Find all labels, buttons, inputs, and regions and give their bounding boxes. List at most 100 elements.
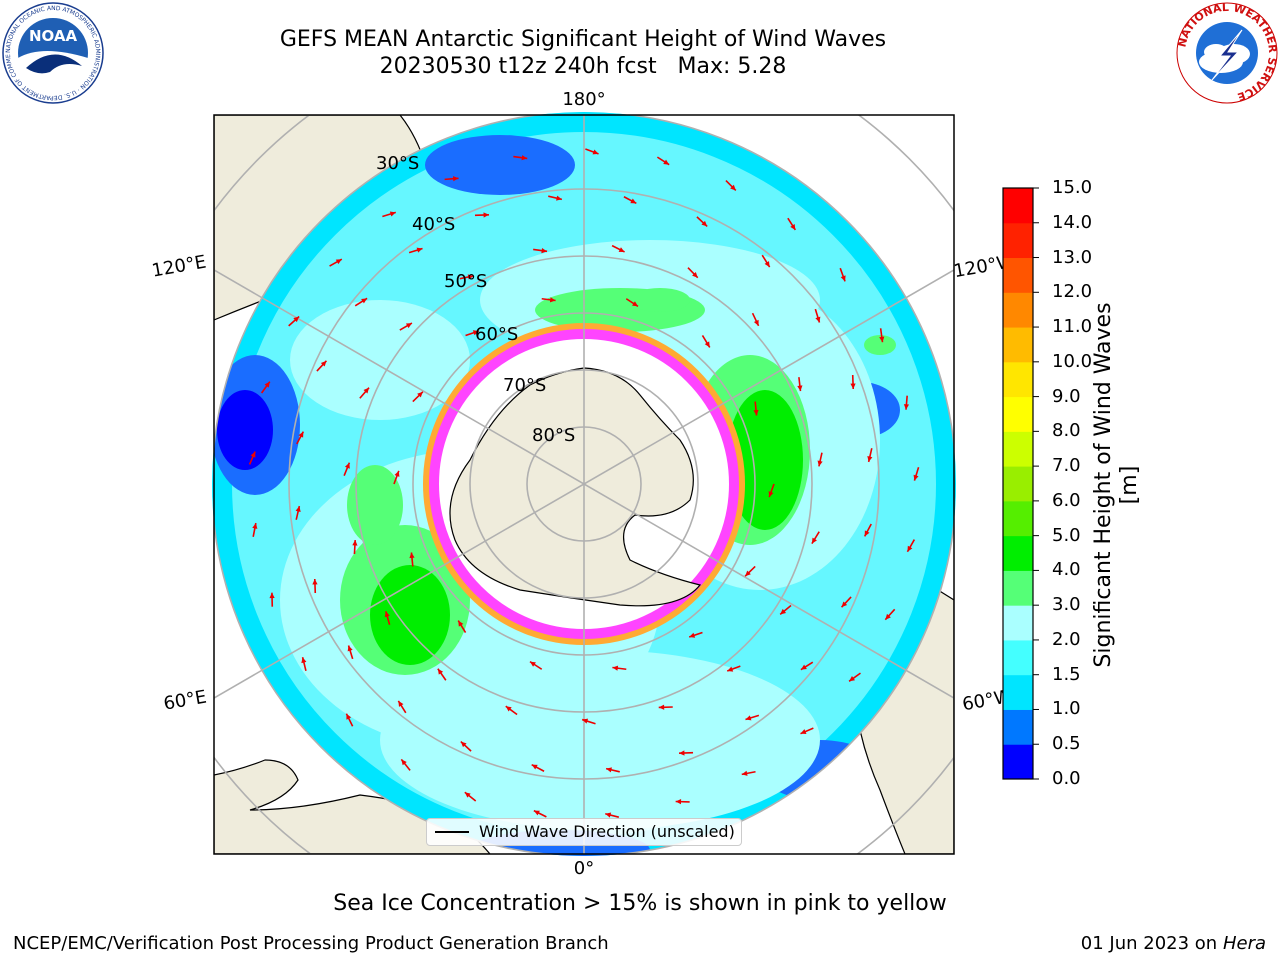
wave-direction-arrowhead	[398, 700, 404, 707]
wave-direction-arrowhead	[363, 387, 370, 394]
wave-direction-arrowhead	[437, 668, 444, 675]
lat-label-50s: 50°S	[444, 271, 487, 292]
wave-direction-arrowhead	[346, 713, 352, 720]
map-frame	[213, 114, 955, 855]
colorbar-tick: 11.0	[1052, 316, 1093, 338]
wave-direction-arrowhead	[541, 248, 548, 254]
wave-direction-arrowhead	[529, 661, 536, 667]
lon-label-60e: 60°E	[162, 686, 208, 714]
wave-direction-arrowhead	[301, 657, 307, 664]
wave-direction-arrowhead	[679, 750, 685, 756]
chart-subtitle: 20230530 t12z 240h fcst Max: 5.28	[379, 54, 787, 79]
wave-direction-arrowhead	[361, 298, 368, 304]
lat-label-60s: 60°S	[475, 324, 518, 345]
lat-label-40s: 40°S	[412, 214, 455, 235]
wave-direction-arrowhead	[556, 195, 562, 201]
colorbar-tick: 0.0	[1052, 768, 1081, 789]
wave-direction-arrowhead	[264, 381, 270, 388]
wave-direction-arrowhead	[269, 592, 275, 599]
colorbar-swatch	[1003, 327, 1033, 363]
colorbar-tick: 1.0	[1052, 698, 1081, 720]
colorbar-swatch	[1003, 292, 1033, 328]
colorbar-swatch	[1003, 605, 1033, 641]
wave-direction-arrowhead	[903, 404, 910, 410]
colorbar-swatch	[1003, 639, 1033, 676]
colorbar-swatch	[1003, 396, 1033, 432]
footer-machine: Hera	[1222, 933, 1266, 954]
wave-direction-arrowhead	[913, 474, 919, 481]
svg-text:NOAA: NOAA	[29, 27, 78, 45]
colorbar-swatch	[1003, 709, 1033, 745]
footer-date: 01 Jun 2023 on	[1080, 933, 1218, 954]
wave-direction-arrowhead	[745, 570, 751, 577]
wave-direction-arrowhead	[483, 212, 489, 218]
wave-direction-arrowhead	[612, 665, 619, 671]
wave-direction-arrowhead	[811, 537, 817, 544]
wave-direction-arrowhead	[797, 385, 803, 392]
wave-direction-arrowhead	[347, 645, 353, 652]
wave-direction-arrowhead	[817, 460, 823, 467]
wave-direction-arrowhead	[841, 601, 848, 608]
lat-label-80s: 80°S	[532, 425, 575, 446]
colorbar-tick: 4.0	[1052, 559, 1081, 581]
wave-direction-arrowhead	[384, 611, 390, 618]
footer-run-info: 01 Jun 2023 on Hera	[1081, 933, 1266, 955]
wave-direction-arrowhead	[394, 470, 400, 477]
wave-direction-arrowhead	[840, 275, 846, 282]
wave-direction-arrowhead	[344, 462, 350, 469]
colorbar-tick: 15.0	[1052, 177, 1093, 198]
wave-direction-arrowhead	[460, 741, 467, 748]
wave-direction-arrowhead	[293, 316, 300, 323]
colorbar-swatch	[1003, 500, 1033, 537]
lon-label-180: 180°	[562, 89, 605, 110]
wave-direction-arrowhead	[618, 247, 625, 252]
wave-direction-arrowhead	[531, 764, 538, 770]
colorbar-swatch	[1003, 570, 1033, 606]
wave-direction-arrowhead	[867, 456, 873, 462]
chart-title: GEFS MEAN Antarctic Significant Height o…	[279, 27, 887, 52]
wave-direction-arrowhead	[467, 274, 474, 280]
wave-direction-arrowhead	[790, 224, 796, 230]
wave-direction-arrowhead	[320, 360, 327, 367]
colorbar-label: Significant Height of Wind Waves [m]	[1091, 302, 1142, 668]
colorbar-tick: 7.0	[1052, 455, 1081, 477]
colorbar-tick: 0.5	[1052, 733, 1081, 755]
lon-label-120e: 120°E	[150, 251, 208, 281]
lat-label-30s: 30°S	[376, 153, 419, 174]
colorbar-tick: 5.0	[1052, 524, 1081, 546]
colorbar-tick: 8.0	[1052, 420, 1081, 442]
colorbar-tick: 1.5	[1052, 663, 1081, 685]
wave-direction-arrowhead	[727, 666, 734, 672]
wave-direction-arrowhead	[780, 608, 787, 615]
wave-direction-arrowhead	[533, 810, 540, 816]
wave-direction-arrowhead	[849, 676, 856, 682]
wave-direction-arrowhead	[764, 261, 770, 268]
colorbar-swatch	[1003, 535, 1033, 571]
colorbar-swatch	[1003, 188, 1033, 224]
wave-direction-arrowhead	[692, 272, 698, 278]
wave-direction-arrowhead	[409, 552, 415, 559]
wave-direction-arrowhead	[800, 729, 807, 734]
colorbar-tick: 10.0	[1052, 350, 1093, 372]
wave-direction-arrowhead	[745, 715, 752, 721]
colorbar-tick: 6.0	[1052, 489, 1081, 511]
wave-direction-arrowhead	[730, 184, 736, 191]
wave-direction-arrowhead	[582, 718, 589, 724]
colorbar-tick: 14.0	[1052, 211, 1093, 233]
wave-direction-arrowhead	[768, 491, 774, 498]
colorbar-swatch	[1003, 466, 1033, 502]
wave-direction-arrowhead	[405, 323, 412, 329]
wave-direction-arrowhead	[417, 391, 423, 398]
wave-direction-arrowhead	[416, 247, 423, 253]
footer-branch: NCEP/EMC/Verification Post Processing Pr…	[13, 933, 609, 954]
wave-direction-arrowhead	[389, 211, 396, 217]
legend-line-sample	[435, 831, 469, 833]
lat-label-70s: 70°S	[503, 375, 546, 396]
wave-direction-arrowhead	[452, 176, 459, 182]
wave-direction-arrowhead	[850, 383, 856, 389]
wave-direction-arrowhead	[298, 431, 304, 438]
colorbar-tick: 13.0	[1052, 246, 1093, 268]
nws-logo: NATIONAL WEATHER SERVICE	[1176, 2, 1278, 104]
legend-label: Wind Wave Direction (unscaled)	[479, 822, 735, 841]
